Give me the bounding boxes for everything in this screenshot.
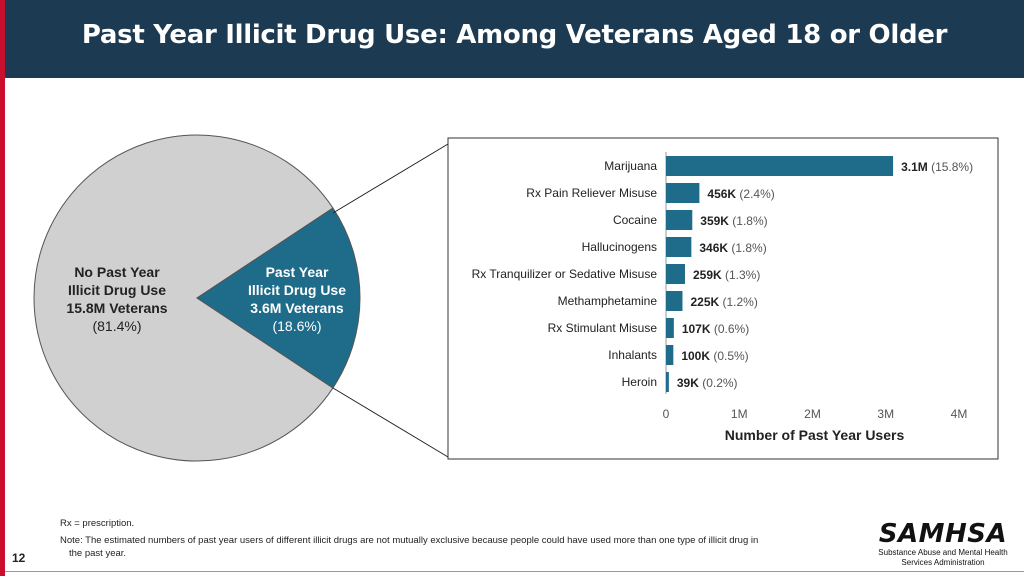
bottom-divider bbox=[5, 571, 1024, 572]
note-line-2: the past year. bbox=[69, 548, 127, 559]
pie-label-1-line-1: Illicit Drug Use bbox=[248, 282, 346, 298]
bar-category-label: Heroin bbox=[622, 375, 657, 389]
logo-wordmark: SAMHSA bbox=[878, 519, 1008, 549]
note-line-1: Note: The estimated numbers of past year… bbox=[60, 535, 759, 546]
bar-value-label: 107K (0.6%) bbox=[682, 322, 749, 336]
bar bbox=[666, 345, 674, 365]
pie-label-0-pct: (81.4%) bbox=[92, 318, 141, 334]
bar-category-label: Methamphetamine bbox=[558, 294, 658, 308]
bar-value-label: 456K (2.4%) bbox=[707, 187, 774, 201]
bar-value-pct: (2.4%) bbox=[736, 187, 775, 201]
bar-value-pct: (15.8%) bbox=[928, 160, 973, 174]
pie-label-1-pct: (18.6%) bbox=[272, 318, 321, 334]
samhsa-logo: SAMHSA Substance Abuse and Mental Health… bbox=[878, 520, 1008, 568]
bar-category-label: Hallucinogens bbox=[582, 240, 657, 254]
bar-category-label: Inhalants bbox=[608, 348, 657, 362]
x-tick-label: 2M bbox=[804, 407, 821, 421]
logo-subtitle-2: Services Administration bbox=[901, 558, 985, 567]
rx-note: Rx = prescription. bbox=[60, 518, 135, 529]
pie-label-0-line-0: No Past Year bbox=[74, 264, 160, 280]
bar-value-count: 259K bbox=[693, 268, 722, 282]
bar-value-pct: (1.8%) bbox=[729, 214, 768, 228]
bar bbox=[666, 210, 693, 230]
bar-value-label: 39K (0.2%) bbox=[677, 376, 738, 390]
bar-value-count: 225K bbox=[690, 295, 719, 309]
bar-value-label: 100K (0.5%) bbox=[681, 349, 748, 363]
bar-value-count: 359K bbox=[700, 214, 729, 228]
pie-label-0-line-1: Illicit Drug Use bbox=[68, 282, 166, 298]
bar-value-label: 259K (1.3%) bbox=[693, 268, 760, 282]
page-number: 12 bbox=[12, 551, 26, 565]
bar-value-label: 225K (1.2%) bbox=[690, 295, 757, 309]
bar-value-count: 346K bbox=[699, 241, 728, 255]
pie-label-1-line-2: 3.6M Veterans bbox=[250, 300, 344, 316]
bar bbox=[666, 156, 894, 176]
bar-category-label: Rx Stimulant Misuse bbox=[548, 321, 658, 335]
bar-chart: Marijuana 3.1M (15.8%) Rx Pain Reliever Mi… bbox=[472, 152, 973, 443]
bar-value-count: 456K bbox=[707, 187, 736, 201]
x-tick-label: 4M bbox=[951, 407, 968, 421]
bar bbox=[666, 264, 685, 284]
bar-value-pct: (0.5%) bbox=[710, 349, 749, 363]
bar-category-label: Cocaine bbox=[613, 213, 657, 227]
bar-value-pct: (0.2%) bbox=[699, 376, 738, 390]
logo-subtitle-1: Substance Abuse and Mental Health bbox=[878, 548, 1008, 557]
left-accent-stripe bbox=[0, 0, 5, 576]
bar-value-count: 39K bbox=[677, 376, 699, 390]
x-tick-label: 0 bbox=[663, 407, 670, 421]
header-bar: Past Year Illicit Drug Use: Among Vetera… bbox=[5, 0, 1024, 78]
bar bbox=[666, 372, 669, 392]
bar-category-label: Marijuana bbox=[604, 159, 657, 173]
connector-line-top bbox=[332, 143, 449, 214]
page-title: Past Year Illicit Drug Use: Among Vetera… bbox=[81, 20, 948, 50]
bar bbox=[666, 318, 674, 338]
bar-value-pct: (1.8%) bbox=[728, 241, 767, 255]
x-tick-label: 3M bbox=[877, 407, 894, 421]
x-tick-label: 1M bbox=[731, 407, 748, 421]
bar-value-pct: (1.3%) bbox=[722, 268, 761, 282]
pie-label-0-line-2: 15.8M Veterans bbox=[66, 300, 167, 316]
bar-category-label: Rx Pain Reliever Misuse bbox=[526, 186, 657, 200]
bar-value-label: 359K (1.8%) bbox=[700, 214, 767, 228]
bar bbox=[666, 237, 692, 257]
bar-value-count: 100K bbox=[681, 349, 710, 363]
pie-label-1-line-0: Past Year bbox=[266, 264, 329, 280]
pie-slice-no-use bbox=[33, 134, 334, 462]
pie-chart: No Past Year Illicit Drug Use 15.8M Vetera… bbox=[33, 134, 361, 462]
bar-value-pct: (1.2%) bbox=[719, 295, 758, 309]
bar-value-pct: (0.6%) bbox=[711, 322, 750, 336]
bar-chart-frame bbox=[447, 137, 999, 460]
bar-category-label: Rx Tranquilizer or Sedative Misuse bbox=[472, 267, 658, 281]
pie-slice-use bbox=[196, 207, 361, 389]
bar-value-label: 3.1M (15.8%) bbox=[901, 160, 973, 174]
bar bbox=[666, 291, 683, 311]
bar-value-count: 3.1M bbox=[901, 160, 928, 174]
bar-value-label: 346K (1.8%) bbox=[699, 241, 766, 255]
x-axis-title: Number of Past Year Users bbox=[725, 427, 905, 443]
bar bbox=[666, 183, 700, 203]
connector-line-bottom bbox=[332, 387, 449, 458]
bar-value-count: 107K bbox=[682, 322, 711, 336]
